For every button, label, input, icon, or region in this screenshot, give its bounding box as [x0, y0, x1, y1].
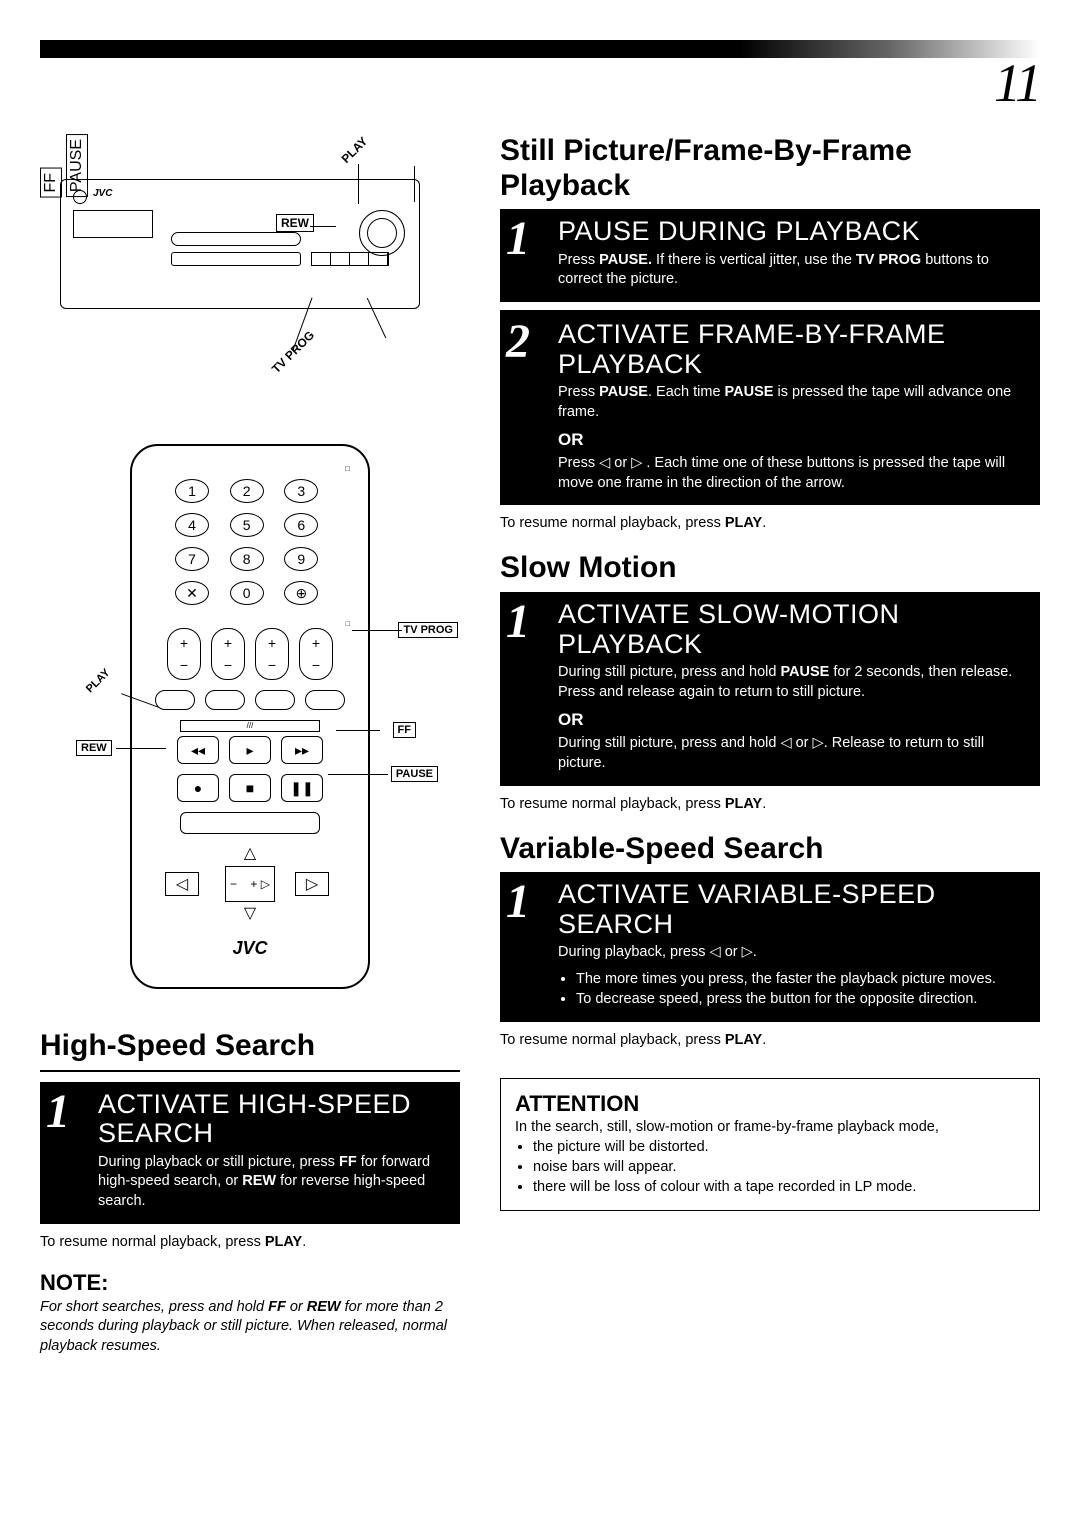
vcr-diagram: JVC PLAY FF REW TV PROG PAUSE [40, 134, 460, 424]
still-step1: 1 PAUSE DURING PLAYBACK Press PAUSE. If … [500, 209, 1040, 302]
var-resume: To resume normal playback, press PLAY. [500, 1032, 1040, 1048]
num-7: 7 [175, 547, 209, 571]
still-step2: 2 ACTIVATE FRAME-BY-FRAME PLAYBACK Press… [500, 312, 1040, 506]
vcr-ff-label: FF [40, 168, 62, 198]
num-5: 5 [230, 513, 264, 537]
remote-tvprog-label: TV PROG [398, 622, 458, 638]
remote-rew-label: REW [76, 740, 112, 756]
num-timer: ⊕ [284, 581, 318, 605]
still-title: Still Picture/Frame-By-Frame Playback [500, 134, 1040, 203]
num-1: 1 [175, 479, 209, 503]
vcr-brand: JVC [93, 188, 112, 199]
num-9: 9 [284, 547, 318, 571]
num-4: 4 [175, 513, 209, 537]
still-resume: To resume normal playback, press PLAY. [500, 515, 1040, 531]
remote-play: ▸ [229, 736, 271, 764]
var-title: Variable-Speed Search [500, 832, 1040, 867]
remote-right: ▷ [295, 872, 329, 896]
num-2: 2 [230, 479, 264, 503]
vcr-rew-label: REW [276, 214, 314, 232]
remote-play-label: PLAY [80, 663, 116, 699]
remote-left: ◁ [165, 872, 199, 896]
num-cancel: ✕ [175, 581, 209, 605]
remote-rew: ◂◂ [177, 736, 219, 764]
slow-step1: 1 ACTIVATE SLOW-MOTION PLAYBACK During s… [500, 592, 1040, 786]
remote-pause: ❚❚ [281, 774, 323, 802]
remote-ff: ▸▸ [281, 736, 323, 764]
var-step1: 1 ACTIVATE VARIABLE-SPEED SEARCH During … [500, 872, 1040, 1022]
num-3: 3 [284, 479, 318, 503]
remote-numpad: 1 2 3 4 5 6 7 8 9 ✕ 0 ⊕ [175, 479, 325, 605]
vcr-play-label: PLAY [335, 131, 374, 170]
num-6: 6 [284, 513, 318, 537]
columns: JVC PLAY FF REW TV PROG PAUSE □ [40, 134, 1040, 1356]
remote-diagram: □ 1 2 3 4 5 6 7 8 9 ✕ 0 ⊕ □ +− [100, 444, 400, 989]
slow-resume: To resume normal playback, press PLAY. [500, 796, 1040, 812]
attention-box: ATTENTION In the search, still, slow-mot… [500, 1078, 1040, 1211]
hss-title: High-Speed Search [40, 1029, 460, 1064]
remote-pause-label: PAUSE [391, 766, 438, 782]
remote-rec: ● [177, 774, 219, 802]
page-number: 11 [40, 52, 1040, 114]
attention-title: ATTENTION [515, 1091, 1025, 1117]
hss-resume: To resume normal playback, press PLAY. [40, 1234, 460, 1250]
num-0: 0 [230, 581, 264, 605]
vcr-pause-label: PAUSE [66, 134, 88, 197]
note-title: NOTE: [40, 1270, 460, 1296]
vcr-tvprog-label: TV PROG [265, 324, 320, 379]
num-8: 8 [230, 547, 264, 571]
remote-stop: ■ [229, 774, 271, 802]
slow-title: Slow Motion [500, 551, 1040, 586]
hss-step1: 1 ACTIVATE HIGH-SPEED SEARCH During play… [40, 1082, 460, 1224]
remote-brand: JVC [150, 938, 350, 959]
note-body: For short searches, press and hold FF or… [40, 1298, 460, 1357]
remote-ff-label: FF [393, 722, 416, 738]
